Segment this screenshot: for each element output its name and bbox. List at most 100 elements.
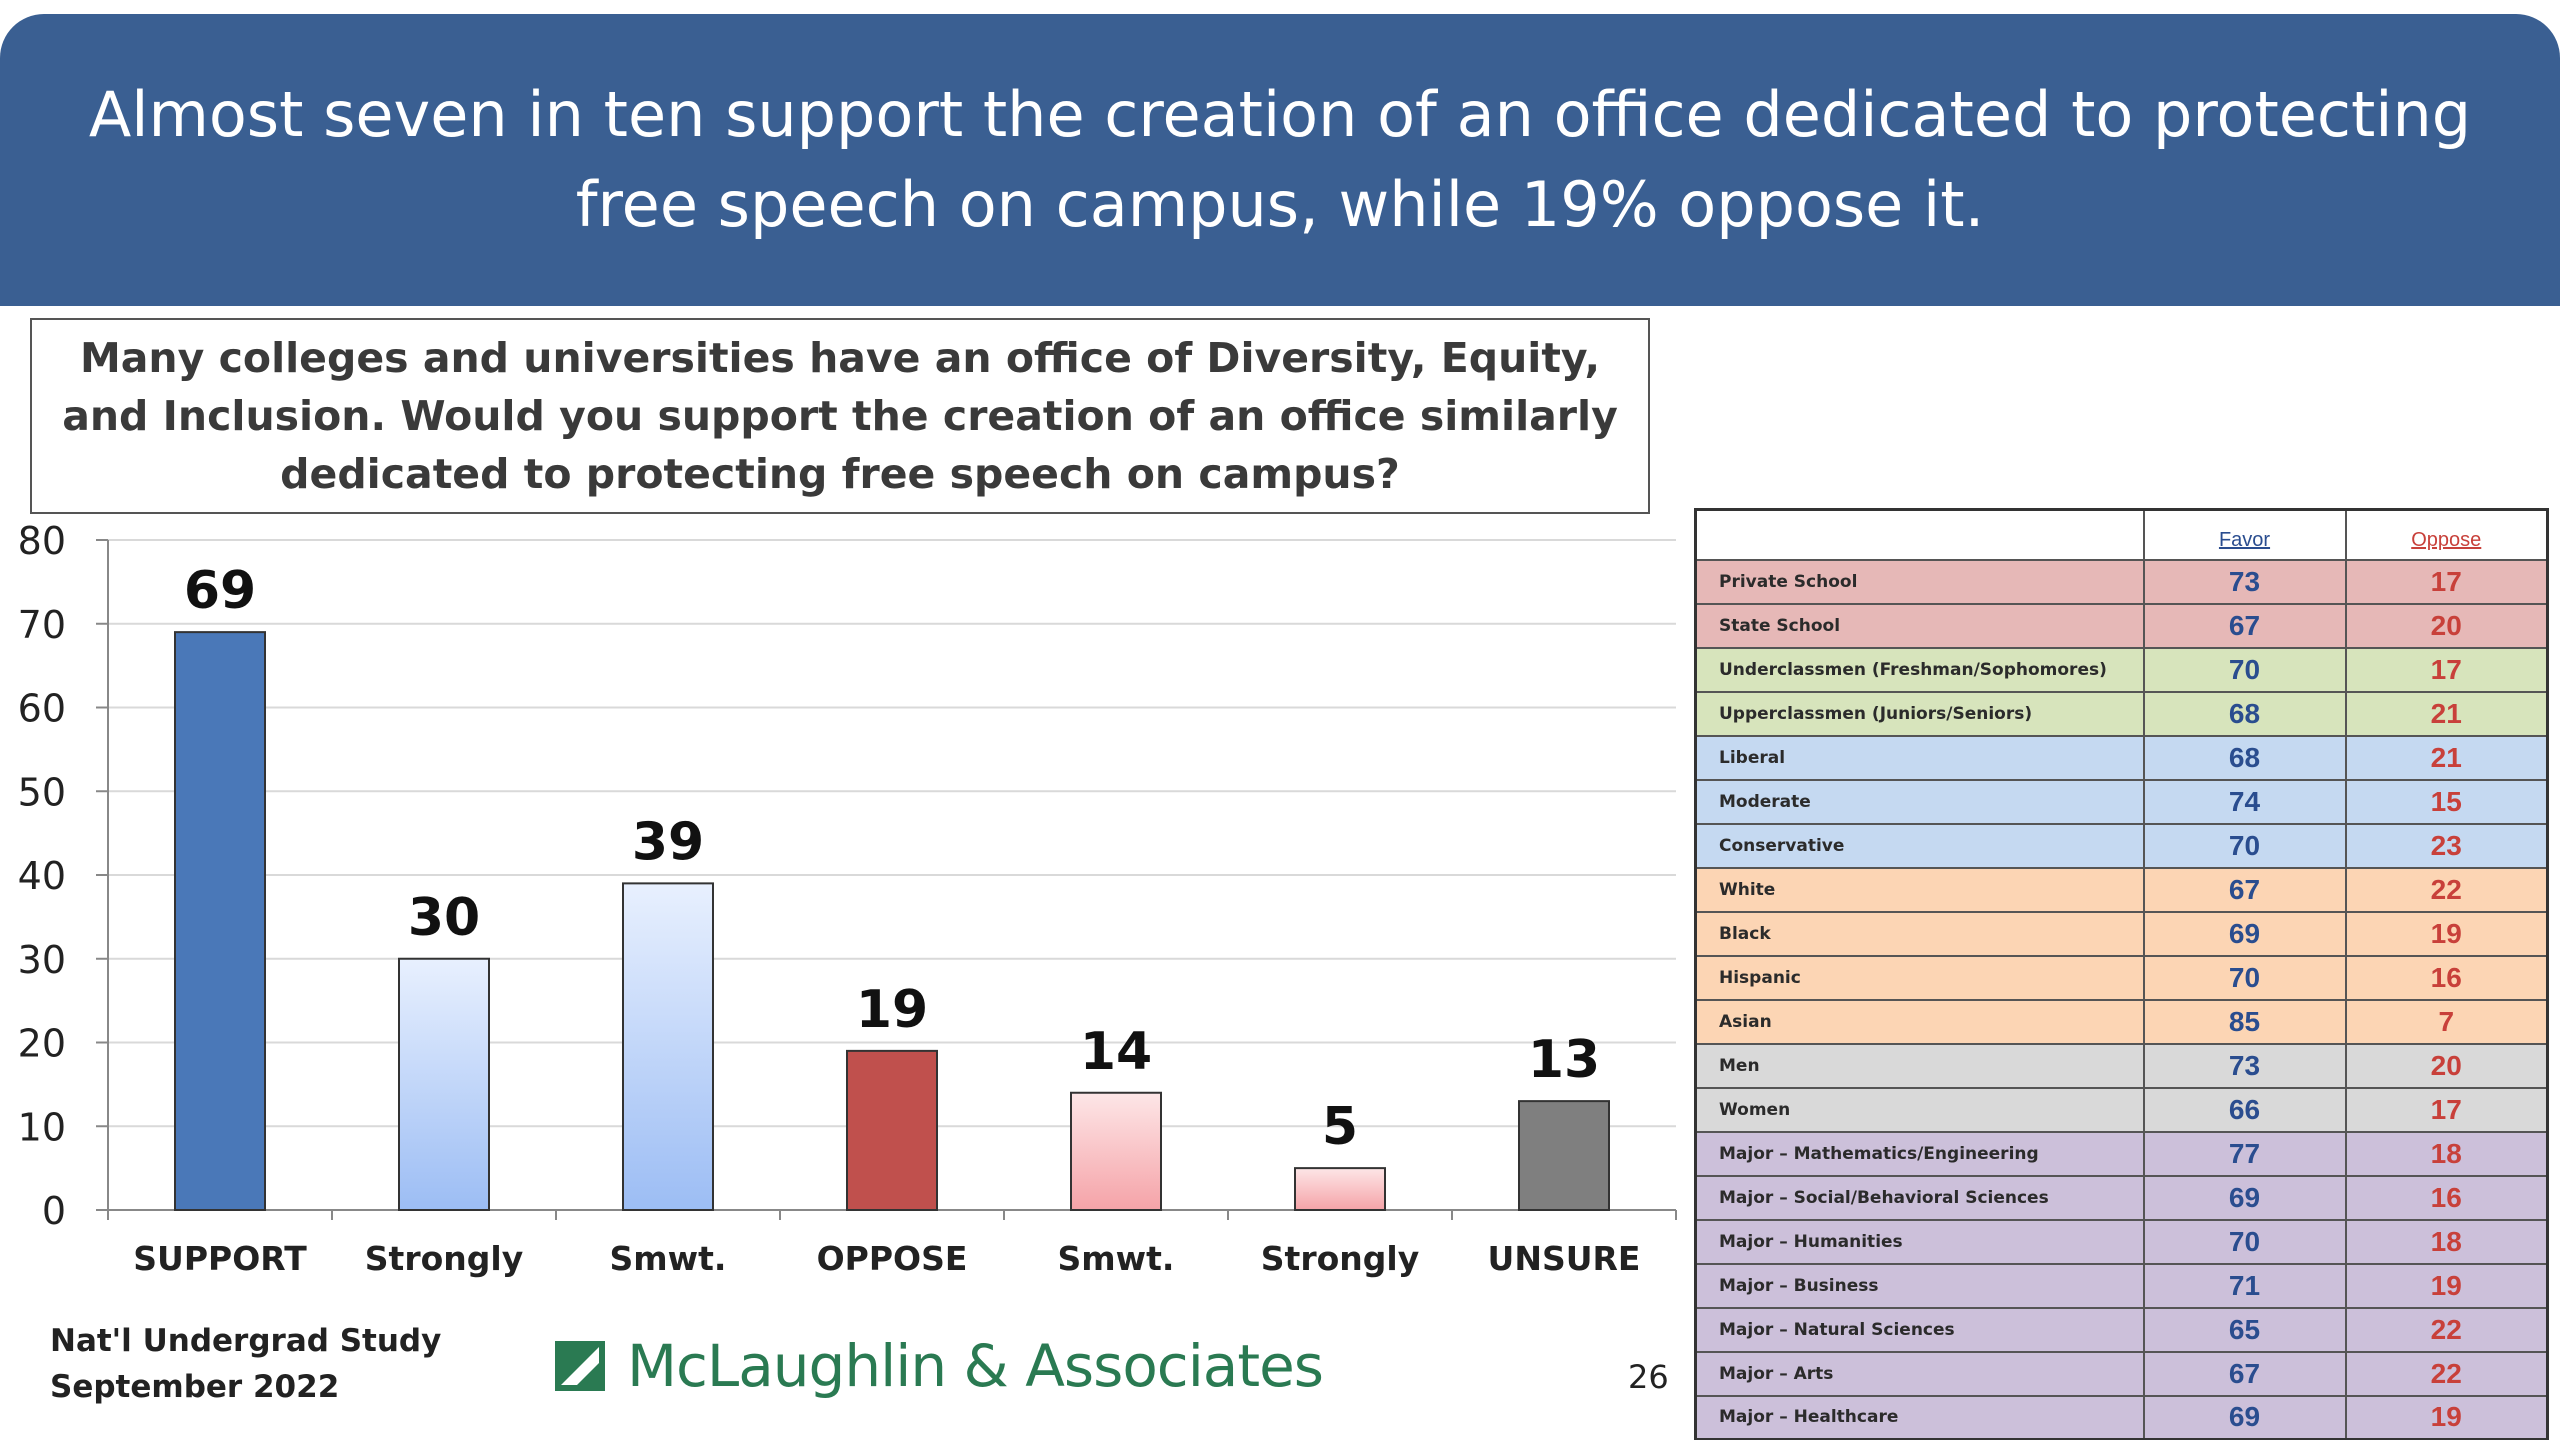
logo-text: McLaughlin & Associates <box>627 1332 1324 1400</box>
crosstab-favor-value: 69 <box>2142 1394 2347 1440</box>
category-label: Smwt. <box>610 1239 727 1278</box>
data-label: 5 <box>1322 1097 1358 1157</box>
crosstab-favor-value: 69 <box>2142 910 2347 957</box>
crosstab-favor-value: 71 <box>2142 1262 2347 1309</box>
crosstab-oppose-value: 7 <box>2344 998 2549 1045</box>
crosstab-header-favor: Favor <box>2142 508 2347 561</box>
crosstab-group-label: Major – Healthcare <box>1694 1394 2145 1440</box>
crosstab-group-label: Asian <box>1694 998 2145 1045</box>
crosstab-favor-value: 73 <box>2142 1042 2347 1089</box>
crosstab-group-label: Black <box>1694 910 2145 957</box>
crosstab-row: Asian 85 7 <box>1694 998 2549 1045</box>
crosstab-favor-value: 67 <box>2142 1350 2347 1397</box>
crosstab-row: Private School 73 17 <box>1694 558 2549 605</box>
crosstab-favor-value: 70 <box>2142 646 2347 693</box>
y-tick-label: 50 <box>18 770 66 814</box>
crosstab-oppose-value: 23 <box>2344 822 2549 869</box>
category-label: OPPOSE <box>817 1239 968 1278</box>
study-note: Nat'l Undergrad Study September 2022 <box>50 1318 441 1410</box>
bar <box>1518 1100 1610 1211</box>
study-date: September 2022 <box>50 1369 340 1405</box>
crosstab-row: Women 66 17 <box>1694 1086 2549 1133</box>
crosstab-favor-value: 70 <box>2142 954 2347 1001</box>
crosstab-favor-value: 65 <box>2142 1306 2347 1353</box>
crosstab-favor-value: 67 <box>2142 602 2347 649</box>
crosstab-oppose-value: 17 <box>2344 558 2549 605</box>
y-tick-label: 70 <box>18 603 66 647</box>
crosstab-row: Major – Humanities 70 18 <box>1694 1218 2549 1265</box>
crosstab-group-label: Major – Natural Sciences <box>1694 1306 2145 1353</box>
slide-title: Almost seven in ten support the creation… <box>88 78 2472 241</box>
bar <box>398 957 490 1211</box>
crosstab-favor-value: 85 <box>2142 998 2347 1045</box>
category-label: Smwt. <box>1058 1239 1175 1278</box>
crosstab-oppose-value: 19 <box>2344 1262 2549 1309</box>
crosstab-group-label: White <box>1694 866 2145 913</box>
crosstab-oppose-value: 18 <box>2344 1130 2549 1177</box>
crosstab-oppose-value: 16 <box>2344 1174 2549 1221</box>
data-label: 30 <box>408 888 480 948</box>
crosstab-header-oppose: Oppose <box>2344 508 2549 561</box>
crosstab-row: Major – Social/Behavioral Sciences 69 16 <box>1694 1174 2549 1221</box>
category-label: SUPPORT <box>133 1239 307 1278</box>
y-tick-label: 0 <box>42 1189 66 1233</box>
crosstab-oppose-value: 22 <box>2344 1350 2549 1397</box>
crosstab-group-label: Private School <box>1694 558 2145 605</box>
crosstab-row: White 67 22 <box>1694 866 2549 913</box>
crosstab-row: Upperclassmen (Juniors/Seniors) 68 21 <box>1694 690 2549 737</box>
crosstab-group-label: Major – Humanities <box>1694 1218 2145 1265</box>
title-banner: Almost seven in ten support the creation… <box>0 14 2560 306</box>
bar <box>1070 1091 1162 1211</box>
bar <box>622 882 714 1211</box>
crosstab-oppose-value: 17 <box>2344 646 2549 693</box>
crosstab-body: Private School 73 17 State School 67 20 Underc… <box>1694 558 2549 1440</box>
crosstab-favor-value: 66 <box>2142 1086 2347 1133</box>
bar <box>1294 1167 1386 1211</box>
crosstab-group-label: Hispanic <box>1694 954 2145 1001</box>
crosstab-favor-value: 77 <box>2142 1130 2347 1177</box>
study-name: Nat'l Undergrad Study <box>50 1323 442 1359</box>
crosstab-favor-value: 70 <box>2142 1218 2347 1265</box>
bar <box>174 631 266 1211</box>
y-tick-label: 80 <box>18 520 66 563</box>
crosstab-group-label: State School <box>1694 602 2145 649</box>
crosstab-table: Favor Oppose Private School 73 17 State Sch… <box>1694 508 2549 1440</box>
crosstab-header-group <box>1694 508 2145 561</box>
crosstab-row: Major – Business 71 19 <box>1694 1262 2549 1309</box>
category-label: UNSURE <box>1488 1239 1641 1278</box>
crosstab-group-label: Moderate <box>1694 778 2145 825</box>
crosstab-row: Liberal 68 21 <box>1694 734 2549 781</box>
crosstab-oppose-value: 17 <box>2344 1086 2549 1133</box>
crosstab-favor-value: 70 <box>2142 822 2347 869</box>
crosstab-row: Major – Natural Sciences 65 22 <box>1694 1306 2549 1353</box>
crosstab-oppose-value: 19 <box>2344 1394 2549 1440</box>
y-tick-label: 20 <box>18 1022 66 1066</box>
data-label: 69 <box>184 561 256 621</box>
data-label: 39 <box>632 812 704 872</box>
category-label: Strongly <box>1261 1239 1419 1278</box>
crosstab-oppose-value: 21 <box>2344 734 2549 781</box>
y-tick-label: 60 <box>18 687 66 731</box>
crosstab-row: State School 67 20 <box>1694 602 2549 649</box>
crosstab-group-label: Major – Business <box>1694 1262 2145 1309</box>
crosstab-group-label: Liberal <box>1694 734 2145 781</box>
crosstab-group-label: Major – Social/Behavioral Sciences <box>1694 1174 2145 1221</box>
crosstab-oppose-value: 22 <box>2344 866 2549 913</box>
crosstab-oppose-value: 22 <box>2344 1306 2549 1353</box>
logo-mark-icon <box>555 1341 605 1391</box>
crosstab-oppose-value: 19 <box>2344 910 2549 957</box>
crosstab-row: Moderate 74 15 <box>1694 778 2549 825</box>
data-label: 14 <box>1080 1022 1152 1082</box>
bar <box>846 1049 938 1211</box>
crosstab-row: Major – Mathematics/Engineering 77 18 <box>1694 1130 2549 1177</box>
page-number: 26 <box>1628 1358 1669 1396</box>
question-box: Many colleges and universities have an o… <box>30 318 1650 514</box>
data-label: 13 <box>1528 1030 1600 1090</box>
company-logo: McLaughlin & Associates <box>555 1332 1324 1400</box>
crosstab-group-label: Women <box>1694 1086 2145 1133</box>
question-text: Many colleges and universities have an o… <box>62 334 1618 498</box>
crosstab-favor-value: 69 <box>2142 1174 2347 1221</box>
data-label: 19 <box>856 980 928 1040</box>
crosstab-oppose-value: 16 <box>2344 954 2549 1001</box>
crosstab-row: Hispanic 70 16 <box>1694 954 2549 1001</box>
